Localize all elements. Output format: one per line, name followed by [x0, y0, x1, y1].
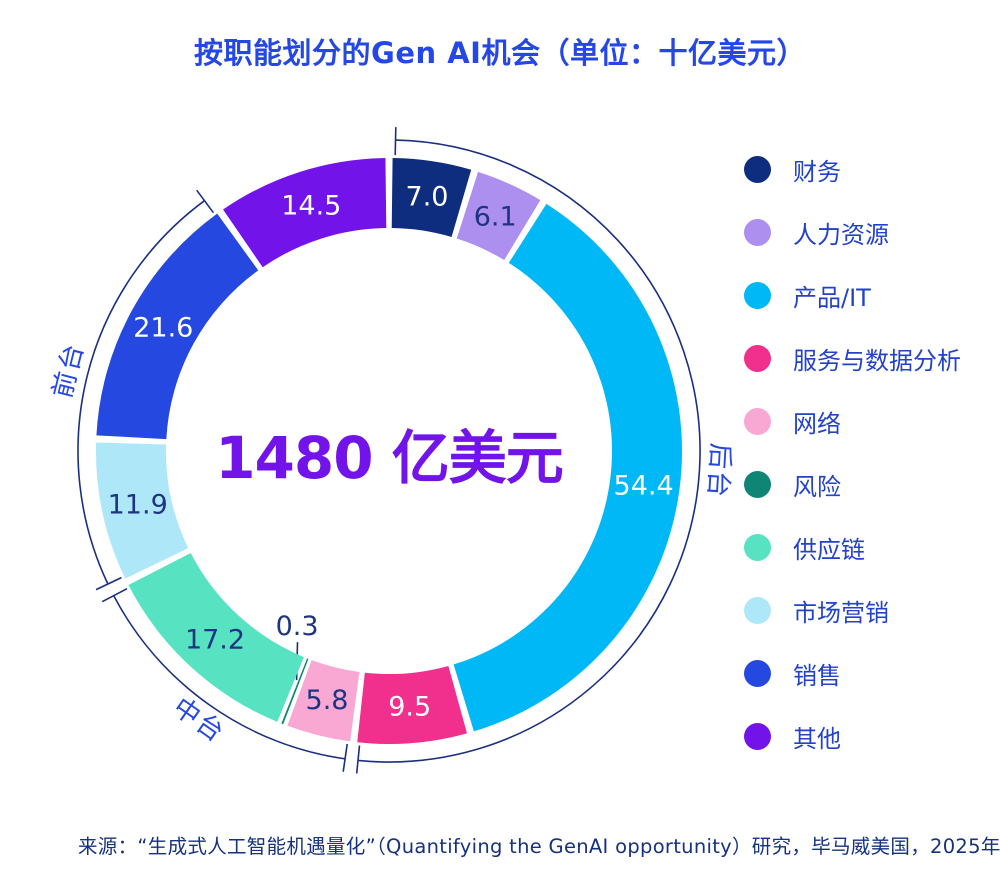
legend-item: 供应链 — [744, 516, 961, 579]
segment-value-label: 7.0 — [406, 181, 449, 212]
legend-item: 财务 — [744, 138, 961, 201]
legend-item: 人力资源 — [744, 201, 961, 264]
chart-legend: 财务人力资源产品/IT 服务与数据分析 网络风险供应链市场营销销售其他 — [744, 138, 961, 768]
segment-value-label: 9.5 — [388, 692, 431, 723]
legend-label: 产品/IT — [793, 284, 871, 312]
source-note: 来源：“生成式人工智能机遇量化”（Quantifying the GenAI o… — [78, 835, 1000, 858]
donut-segment — [223, 158, 387, 268]
group-label: 后台 — [702, 442, 735, 500]
legend-label: 供应链 — [793, 536, 865, 564]
legend-dot — [744, 660, 771, 687]
segment-value-label: 54.4 — [614, 471, 674, 502]
legend-dot — [744, 345, 771, 372]
legend-label: 财务 — [793, 158, 841, 186]
group-bracket — [357, 139, 701, 763]
segment-value-label: 11.9 — [108, 489, 168, 520]
legend-label: 服务与数据分析 — [793, 347, 961, 375]
legend-label: 网络 — [793, 410, 841, 438]
legend-label: 人力资源 — [793, 221, 889, 249]
legend-label: 风险 — [793, 473, 841, 501]
legend-item: 服务与数据分析 — [744, 327, 961, 390]
group-bracket — [77, 200, 205, 585]
legend-dot — [744, 408, 771, 435]
donut-segment — [453, 203, 682, 732]
legend-item: 其他 — [744, 705, 961, 768]
segment-value-label: 21.6 — [133, 313, 193, 344]
donut-segment — [96, 213, 259, 440]
legend-label: 销售 — [793, 662, 841, 690]
bracket-tick — [95, 576, 122, 591]
legend-item: 产品/IT — [744, 264, 961, 327]
group-bracket — [112, 595, 346, 760]
group-label: 中台 — [167, 692, 230, 749]
legend-dot — [744, 723, 771, 750]
segment-value-label: 14.5 — [281, 191, 341, 222]
bracket-tick — [355, 745, 361, 774]
donut-segment — [95, 442, 189, 579]
legend-item: 销售 — [744, 642, 961, 705]
donut-segment — [391, 158, 472, 237]
bracket-tick — [342, 743, 348, 772]
bracket-tick — [394, 127, 397, 156]
legend-dot — [744, 282, 771, 309]
segment-value-label: 6.1 — [474, 201, 517, 232]
legend-item: 市场营销 — [744, 579, 961, 642]
legend-label: 其他 — [793, 725, 841, 753]
segment-value-label: 17.2 — [185, 625, 245, 656]
donut-segment — [128, 553, 304, 722]
donut-segment — [287, 660, 360, 742]
donut-segment — [456, 171, 541, 261]
legend-dot — [744, 534, 771, 561]
bracket-tick — [101, 587, 128, 603]
donut-segment — [281, 658, 309, 725]
legend-dot — [744, 471, 771, 498]
chart-title: 按职能划分的Gen AI机会（单位：十亿美元） — [194, 36, 806, 70]
bracket-tick — [196, 189, 215, 214]
legend-item: 网络 — [744, 390, 961, 453]
legend-label: 市场营销 — [793, 599, 889, 627]
legend-dot — [744, 219, 771, 246]
legend-dot — [744, 597, 771, 624]
legend-item: 风险 — [744, 453, 961, 516]
legend-dot — [744, 156, 771, 183]
donut-segment — [357, 665, 468, 745]
risk-callout-label: 0.3 — [276, 611, 319, 642]
donut-center-total: 1480 亿美元 — [215, 424, 564, 492]
segment-value-label: 5.8 — [306, 685, 349, 716]
